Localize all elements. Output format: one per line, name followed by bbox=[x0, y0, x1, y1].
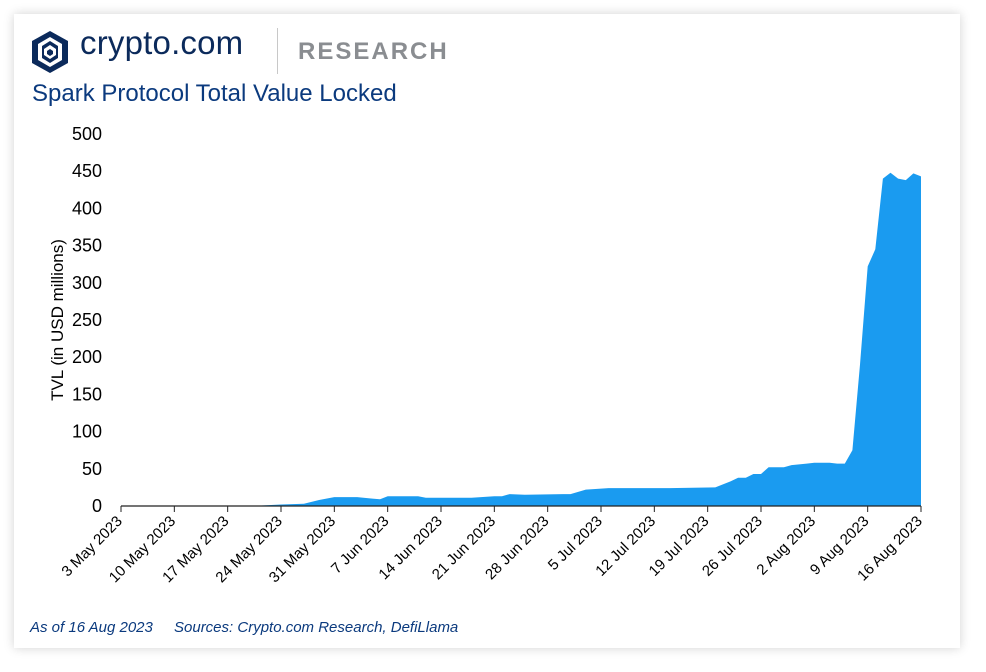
y-tick-label: 400 bbox=[72, 198, 102, 218]
y-tick-label: 500 bbox=[72, 124, 102, 144]
y-tick-label: 50 bbox=[82, 459, 102, 479]
y-tick-label: 250 bbox=[72, 310, 102, 330]
as-of-date: As of 16 Aug 2023 bbox=[30, 619, 153, 636]
y-tick-label: 100 bbox=[72, 422, 102, 442]
y-tick-label: 200 bbox=[72, 347, 102, 367]
chart-title: Spark Protocol Total Value Locked bbox=[32, 80, 397, 107]
section-label: RESEARCH bbox=[298, 38, 449, 65]
chart-card bbox=[14, 14, 960, 648]
tvl-area-series bbox=[121, 172, 921, 506]
header-divider bbox=[277, 28, 278, 74]
y-ticks: 0 50 100 150 200 250 300 350 400 450 500 bbox=[72, 124, 102, 516]
y-axis-label: TVL (in USD millions) bbox=[48, 239, 67, 401]
y-tick-label: 350 bbox=[72, 236, 102, 256]
sources-note: Sources: Crypto.com Research, DefiLlama bbox=[174, 619, 459, 636]
y-tick-label: 150 bbox=[72, 384, 102, 404]
y-tick-label: 450 bbox=[72, 161, 102, 181]
y-tick-label: 0 bbox=[92, 496, 102, 516]
brand-name: crypto.com bbox=[80, 24, 244, 61]
area-layer bbox=[121, 172, 921, 506]
y-tick-label: 300 bbox=[72, 273, 102, 293]
crypto-com-lion-shield-icon bbox=[32, 31, 68, 73]
